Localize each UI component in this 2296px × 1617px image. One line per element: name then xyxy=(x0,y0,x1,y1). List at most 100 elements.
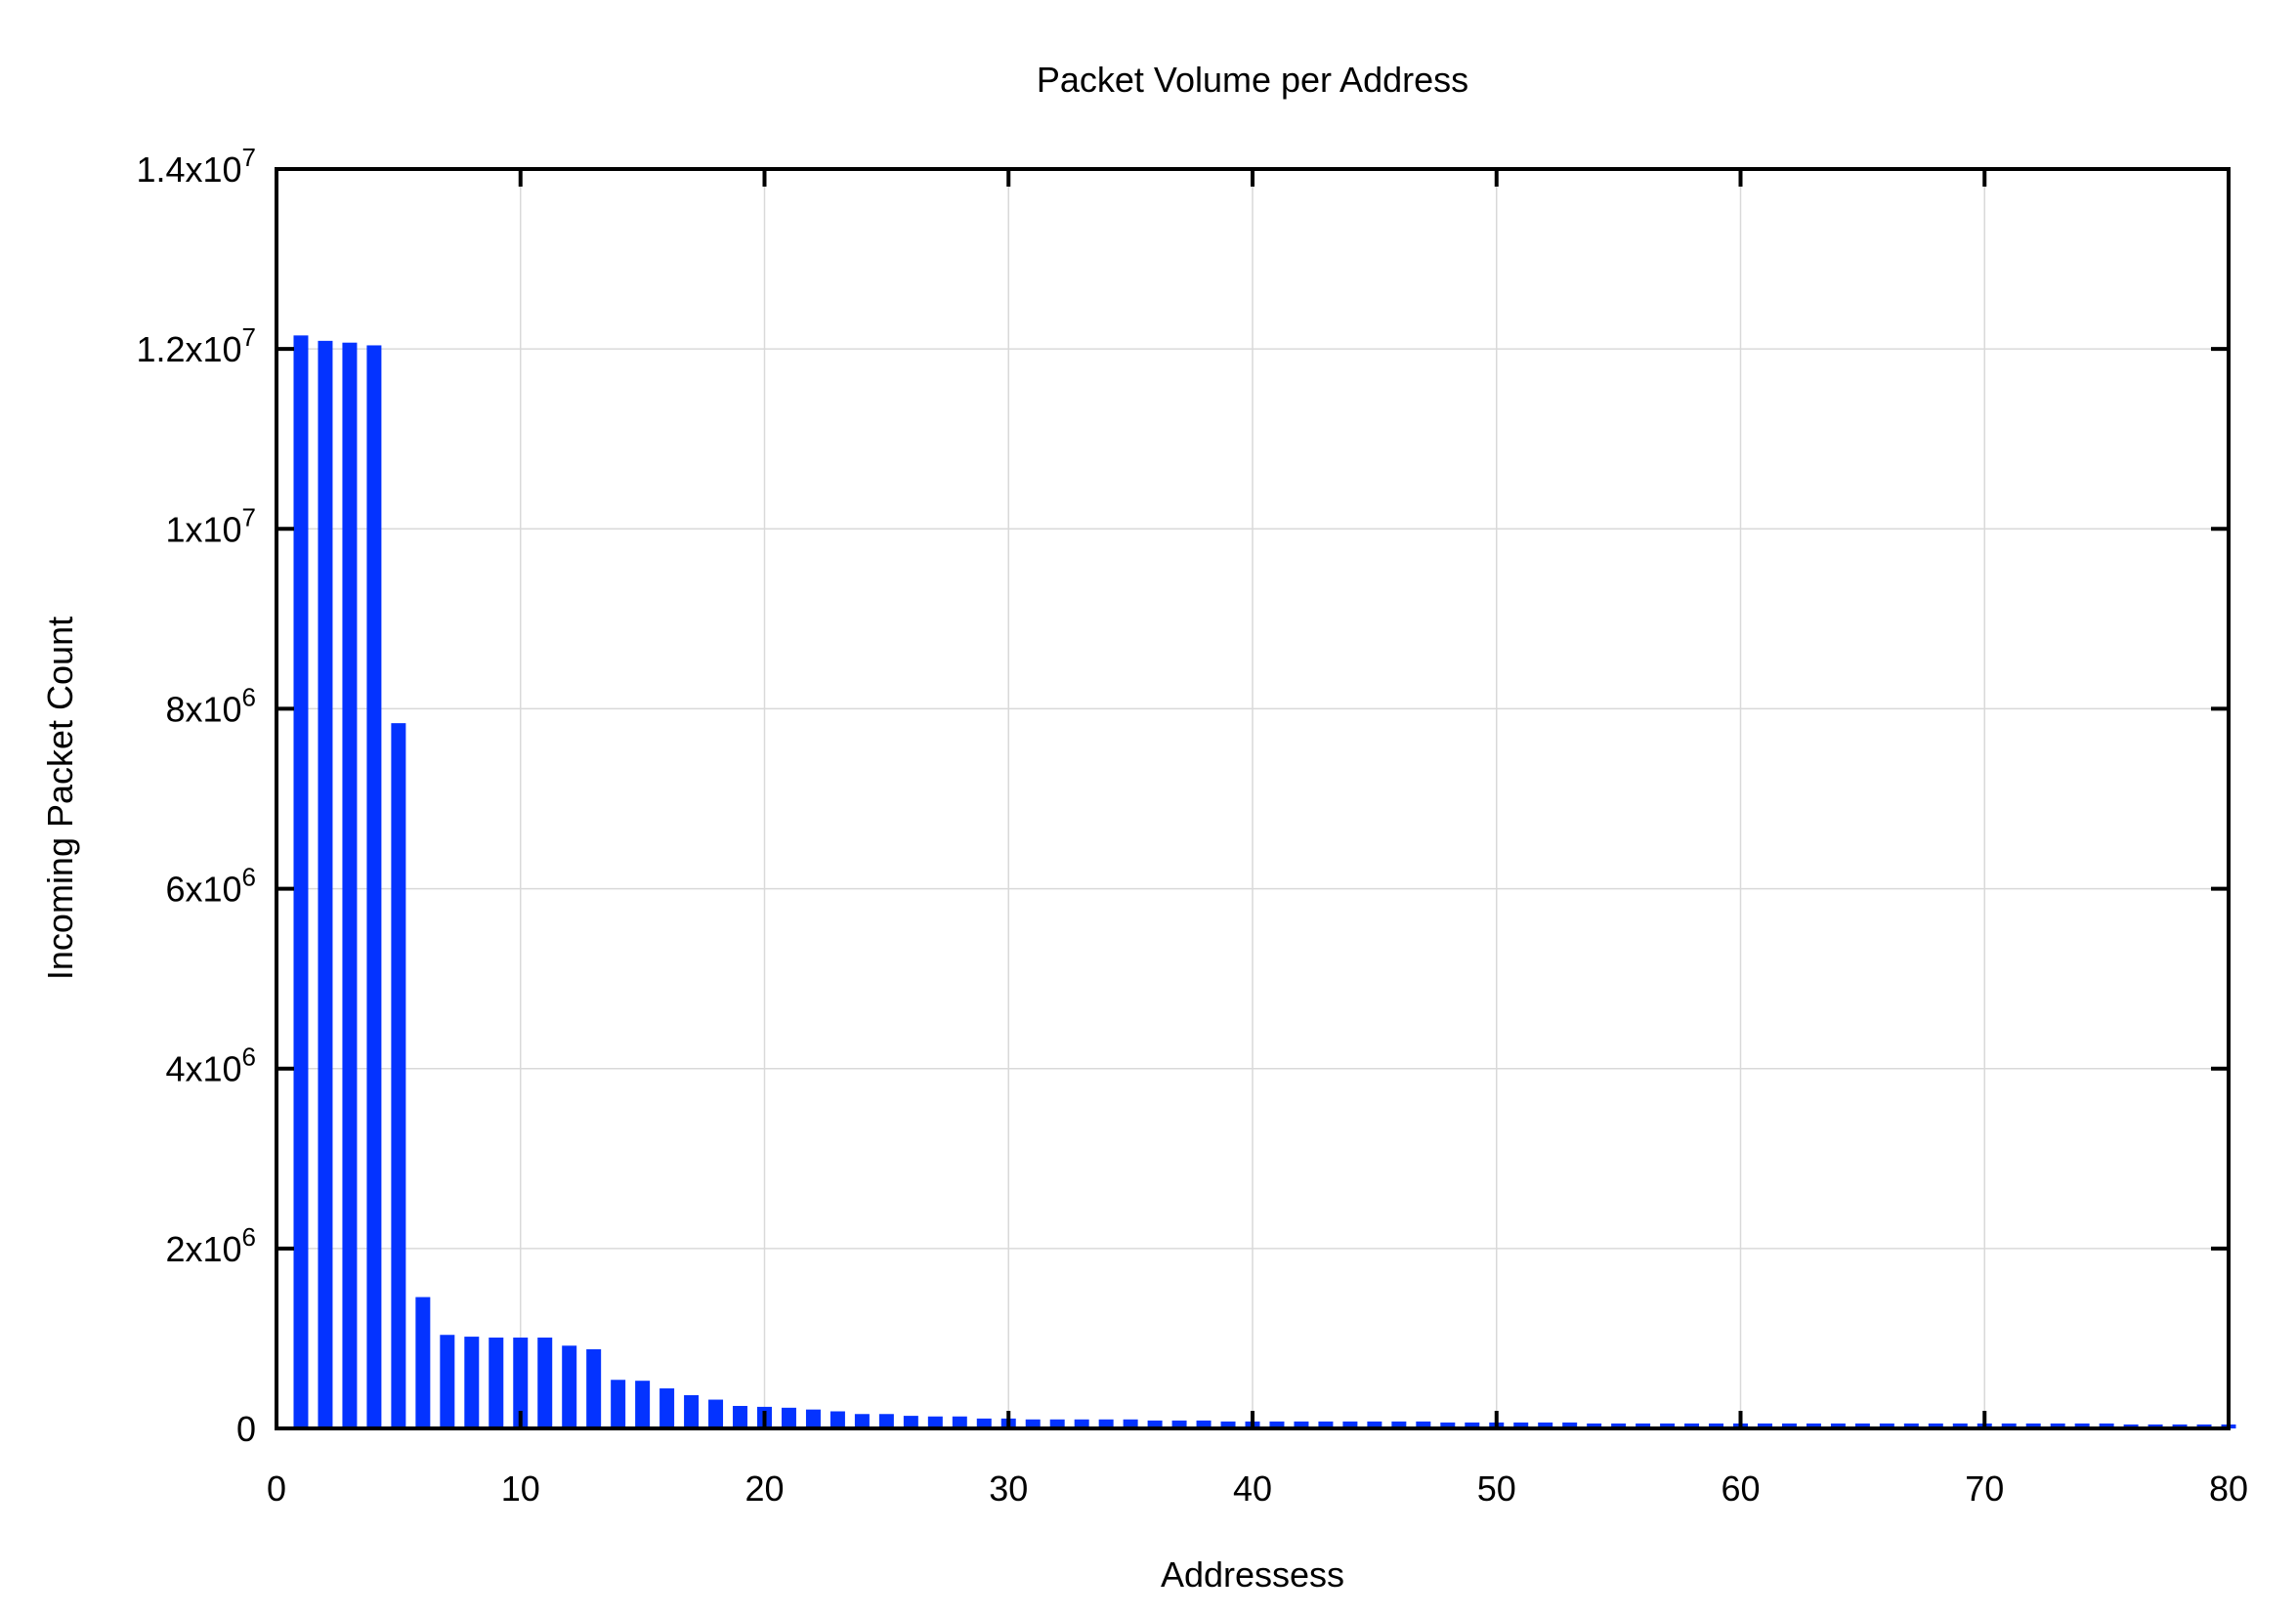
bar xyxy=(1318,1421,1334,1428)
bar xyxy=(684,1394,700,1428)
bar xyxy=(659,1388,675,1428)
bar xyxy=(1342,1421,1358,1428)
x-tick-label: 60 xyxy=(1721,1468,1760,1509)
y-tick-label: 6x106 xyxy=(165,863,256,910)
y-tick-exponent: 6 xyxy=(242,682,256,711)
bar xyxy=(513,1338,529,1428)
bar xyxy=(1196,1420,1212,1428)
x-tick-label: 50 xyxy=(1477,1468,1516,1509)
y-tick-base: 0 xyxy=(236,1409,256,1449)
bar xyxy=(611,1380,626,1428)
bar xyxy=(2050,1423,2065,1428)
x-tick-label: 20 xyxy=(744,1468,784,1509)
bar xyxy=(1757,1423,1772,1428)
y-tick-base: 1.4x10 xyxy=(136,149,241,190)
bar xyxy=(1025,1419,1041,1428)
bar xyxy=(2099,1423,2114,1428)
x-tick-label: 10 xyxy=(501,1468,540,1509)
bar xyxy=(1636,1423,1651,1428)
bar xyxy=(440,1335,455,1428)
bar xyxy=(2123,1424,2139,1428)
bar xyxy=(2074,1423,2090,1428)
y-tick-label: 1.4x107 xyxy=(136,143,256,190)
bar xyxy=(1709,1423,1724,1428)
bar xyxy=(1952,1423,1968,1428)
bar xyxy=(1806,1423,1821,1428)
bar xyxy=(464,1337,480,1428)
x-tick-label: 0 xyxy=(267,1468,286,1509)
bar xyxy=(903,1416,918,1428)
bar xyxy=(489,1338,504,1428)
y-tick-label: 8x106 xyxy=(165,682,256,729)
bar xyxy=(1562,1422,1578,1428)
bar xyxy=(829,1411,845,1428)
bar xyxy=(1171,1420,1187,1428)
bar xyxy=(1684,1423,1700,1428)
y-axis-label: Incoming Packet Count xyxy=(40,617,80,980)
x-tick-label: 30 xyxy=(989,1468,1028,1509)
bar xyxy=(805,1409,821,1428)
bar xyxy=(537,1338,553,1428)
bar xyxy=(1513,1422,1529,1428)
bar xyxy=(2001,1423,2017,1428)
bar xyxy=(2025,1423,2041,1428)
bar xyxy=(1074,1419,1089,1428)
x-tick-label: 40 xyxy=(1233,1468,1272,1509)
bar xyxy=(1367,1421,1382,1428)
y-tick-exponent: 6 xyxy=(242,1222,256,1252)
bar xyxy=(1538,1422,1553,1428)
y-tick-exponent: 7 xyxy=(242,143,256,172)
x-axis-label: Addressess xyxy=(1161,1554,1344,1595)
bar xyxy=(318,340,333,1428)
y-tick-base: 1.2x10 xyxy=(136,329,241,369)
bar xyxy=(342,342,358,1428)
y-tick-label: 2x106 xyxy=(165,1222,256,1269)
bar xyxy=(1830,1423,1846,1428)
bar xyxy=(1049,1419,1065,1428)
bar xyxy=(854,1414,870,1428)
bar xyxy=(2196,1424,2212,1428)
chart-title: Packet Volume per Address xyxy=(1037,60,1468,100)
bar xyxy=(1854,1423,1870,1428)
bar xyxy=(878,1414,894,1428)
bar xyxy=(1294,1421,1309,1428)
bar xyxy=(2172,1424,2188,1428)
y-tick-base: 6x10 xyxy=(165,870,241,910)
bar xyxy=(1147,1420,1163,1428)
x-tick-label: 80 xyxy=(2209,1468,2248,1509)
y-tick-exponent: 6 xyxy=(242,863,256,892)
bar xyxy=(293,335,309,1428)
x-tick-labels: 0 10 20 30 40 50 60 70 80 xyxy=(267,1468,2248,1509)
bar xyxy=(1220,1421,1236,1428)
y-tick-label: 4x106 xyxy=(165,1043,256,1089)
bar xyxy=(781,1407,796,1428)
bar xyxy=(976,1418,992,1428)
bar xyxy=(1269,1421,1285,1428)
y-tick-exponent: 6 xyxy=(242,1043,256,1072)
y-tick-base: 8x10 xyxy=(165,689,241,729)
bar xyxy=(635,1381,651,1428)
y-tick-label: 0 xyxy=(236,1409,256,1449)
bar xyxy=(733,1405,748,1428)
y-tick-base: 4x10 xyxy=(165,1049,241,1089)
bar xyxy=(1611,1423,1627,1428)
y-tick-exponent: 7 xyxy=(242,322,256,352)
bar xyxy=(927,1416,943,1428)
x-tick-label: 70 xyxy=(1965,1468,2004,1509)
bar xyxy=(1879,1423,1894,1428)
bar xyxy=(1903,1423,1919,1428)
bar xyxy=(562,1345,577,1428)
bar xyxy=(708,1399,724,1428)
bar xyxy=(1928,1423,1943,1428)
bar xyxy=(586,1348,602,1428)
bar xyxy=(415,1297,431,1428)
bar xyxy=(1440,1422,1456,1428)
bar xyxy=(952,1416,967,1428)
bar xyxy=(1587,1423,1602,1428)
grid-lines xyxy=(276,168,2230,1429)
bar xyxy=(1123,1419,1138,1428)
bar xyxy=(1098,1419,1114,1428)
bar xyxy=(1391,1421,1407,1428)
bar xyxy=(366,345,382,1429)
